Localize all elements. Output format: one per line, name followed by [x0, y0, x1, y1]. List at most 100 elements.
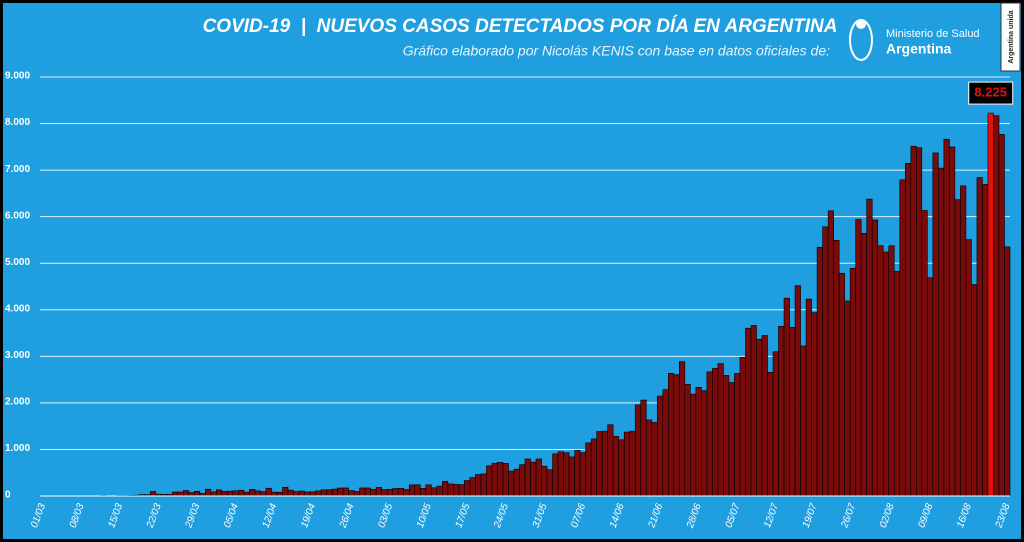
bar — [238, 489, 245, 497]
bar — [662, 389, 669, 497]
bar — [436, 485, 443, 497]
bar — [386, 489, 394, 497]
bar — [480, 473, 487, 497]
bar — [954, 199, 961, 497]
bar — [811, 312, 818, 497]
bar — [149, 491, 157, 497]
bar — [938, 167, 945, 497]
y-tick-label: 0 — [5, 490, 11, 501]
bar — [679, 361, 686, 497]
bar — [827, 210, 834, 497]
bar — [701, 390, 708, 497]
chart-subtitle: Gráfico elaborado por Nicolás KENIS con … — [403, 43, 830, 59]
bar — [960, 185, 967, 497]
bar — [656, 395, 664, 497]
bar — [519, 464, 526, 497]
bar — [508, 470, 515, 497]
bar — [750, 325, 757, 497]
bar — [458, 484, 465, 497]
bar — [298, 490, 305, 497]
bar — [221, 491, 228, 497]
bar — [375, 487, 383, 497]
bar — [645, 419, 653, 497]
bar — [304, 491, 311, 497]
bar — [860, 233, 868, 497]
badge: Argentina unida — [1008, 10, 1015, 63]
bar — [502, 463, 509, 497]
bar — [205, 488, 212, 497]
bar — [408, 484, 416, 497]
y-tick-label: 2.000 — [5, 397, 30, 408]
bar — [667, 373, 675, 497]
bar — [486, 465, 493, 497]
bar — [232, 490, 239, 497]
bar — [982, 184, 989, 497]
bar — [965, 239, 972, 497]
bar — [331, 488, 338, 497]
bar — [491, 462, 498, 497]
bar — [690, 393, 697, 497]
bar — [265, 487, 272, 497]
bar — [1004, 246, 1011, 497]
bar — [563, 452, 570, 497]
bar — [640, 399, 647, 497]
bar — [359, 487, 366, 497]
y-tick-label: 4.000 — [5, 303, 30, 314]
value-label: 8.225 — [974, 85, 1007, 100]
bar — [932, 152, 939, 497]
bar — [783, 297, 790, 497]
bar — [326, 489, 333, 497]
bar — [987, 112, 994, 497]
bar — [723, 375, 730, 497]
bar — [541, 465, 548, 497]
bar — [888, 245, 895, 497]
y-tick-label: 1.000 — [5, 443, 30, 454]
bar — [706, 371, 713, 497]
bar — [651, 422, 658, 497]
bar — [568, 456, 575, 497]
bar — [260, 491, 267, 497]
value-label-box — [968, 81, 1014, 105]
bar — [844, 300, 851, 497]
bar — [833, 239, 840, 497]
bar — [728, 382, 735, 497]
bar — [381, 489, 388, 497]
bar — [337, 487, 344, 497]
bar — [778, 326, 785, 497]
bar — [210, 491, 217, 497]
bar — [866, 198, 873, 497]
y-tick-label: 8.000 — [5, 117, 30, 128]
y-tick-label: 5.000 — [5, 257, 30, 268]
bar — [855, 219, 862, 497]
bar — [227, 490, 234, 497]
bar — [447, 483, 454, 497]
bar — [475, 474, 482, 497]
bar — [579, 452, 586, 497]
bar — [469, 477, 476, 497]
bar — [524, 458, 531, 497]
bar — [971, 284, 978, 497]
bar — [822, 226, 829, 497]
bar — [794, 285, 801, 497]
bar — [607, 424, 614, 497]
bar — [171, 491, 179, 497]
y-tick-label: 6.000 — [5, 210, 30, 221]
bar — [949, 146, 956, 497]
bar — [282, 486, 289, 497]
bar — [392, 488, 399, 497]
bar — [188, 492, 195, 497]
bar — [287, 489, 294, 497]
bar — [552, 453, 559, 497]
bar — [254, 490, 261, 497]
bar — [756, 338, 763, 497]
logo-line2: Argentina — [886, 41, 952, 57]
bar — [761, 335, 768, 497]
bar — [419, 488, 427, 497]
bar — [194, 490, 201, 497]
bar — [364, 487, 371, 497]
bar — [789, 327, 796, 497]
bar — [921, 210, 928, 497]
bar — [800, 345, 807, 497]
logo-line1: Ministerio de Salud — [886, 28, 980, 40]
bar — [877, 245, 884, 497]
